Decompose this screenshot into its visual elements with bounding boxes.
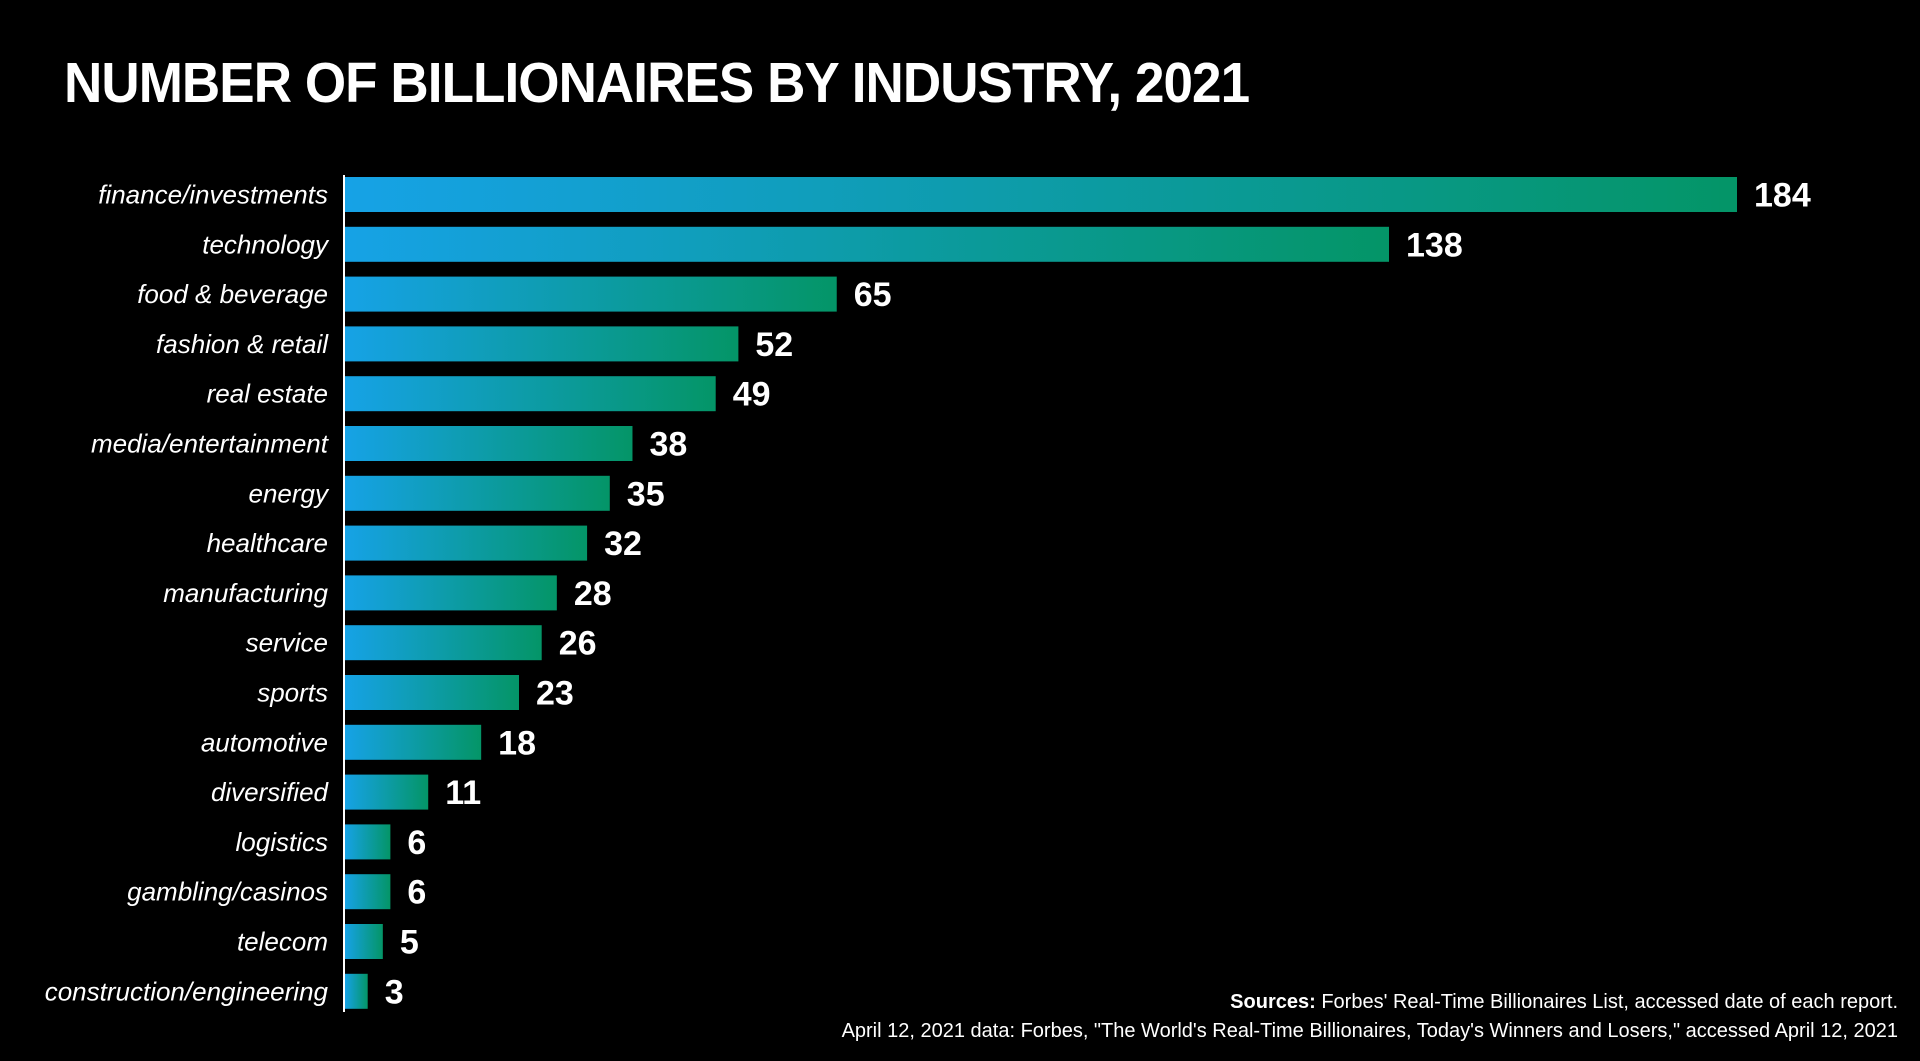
- category-label: gambling/casinos: [127, 877, 328, 907]
- category-label: sports: [257, 678, 328, 708]
- bar: [345, 874, 391, 910]
- category-label: healthcare: [207, 528, 328, 558]
- sources-label: Sources:: [1230, 991, 1316, 1013]
- value-label: 35: [627, 475, 665, 513]
- value-label: 38: [649, 426, 687, 464]
- sources-line-2: April 12, 2021 data: Forbes, "The World'…: [841, 1020, 1898, 1042]
- category-label: automotive: [201, 727, 328, 757]
- chart-title: NUMBER OF BILLIONAIRES BY INDUSTRY, 2021: [64, 51, 1250, 115]
- bar: [345, 326, 739, 362]
- value-label: 11: [445, 774, 481, 812]
- category-label: food & beverage: [137, 279, 328, 309]
- value-label: 32: [604, 525, 642, 563]
- value-label: 3: [385, 973, 404, 1011]
- category-label: media/entertainment: [91, 429, 330, 459]
- category-label: real estate: [207, 379, 328, 409]
- category-label: construction/engineering: [45, 976, 329, 1006]
- value-label: 184: [1754, 177, 1811, 215]
- category-label: logistics: [236, 827, 328, 857]
- value-label: 6: [407, 824, 426, 862]
- bar: [345, 824, 391, 860]
- bar: [345, 724, 482, 760]
- value-label: 52: [755, 326, 793, 364]
- category-label: finance/investments: [98, 180, 328, 210]
- bar: [345, 675, 519, 710]
- sources-note: Sources: Forbes' Real-Time Billionaires …: [842, 988, 1898, 1046]
- bars-layer: finance/investments 184 technology 138 food …: [45, 177, 1811, 1012]
- value-label: 65: [854, 276, 892, 314]
- value-label: 18: [498, 724, 536, 762]
- bar: [345, 973, 368, 1009]
- value-label: 26: [559, 625, 597, 663]
- bar: [345, 575, 557, 611]
- sources-text: Forbes' Real-Time Billionaires List, acc…: [1321, 991, 1898, 1013]
- bar: [345, 177, 1737, 212]
- bar: [345, 475, 610, 511]
- bar: [345, 525, 588, 561]
- value-label: 138: [1406, 226, 1463, 264]
- category-label: technology: [202, 229, 330, 259]
- category-label: energy: [249, 478, 330, 508]
- bar: [345, 426, 633, 461]
- bar: [345, 924, 383, 959]
- value-label: 49: [733, 376, 771, 414]
- value-label: 23: [536, 675, 574, 713]
- sources-line-1: Sources: Forbes' Real-Time Billionaires …: [842, 988, 1898, 1017]
- category-label: diversified: [211, 777, 330, 807]
- value-label: 28: [574, 575, 612, 613]
- value-label: 5: [400, 924, 419, 962]
- category-label: service: [246, 628, 328, 658]
- bar: [345, 774, 429, 810]
- bar: [345, 276, 837, 312]
- bar: [345, 376, 716, 412]
- category-label: fashion & retail: [156, 329, 329, 359]
- category-label: telecom: [237, 927, 328, 957]
- value-label: 6: [407, 874, 426, 912]
- category-label: manufacturing: [163, 578, 328, 608]
- bar: [345, 625, 542, 661]
- bar: [345, 226, 1389, 262]
